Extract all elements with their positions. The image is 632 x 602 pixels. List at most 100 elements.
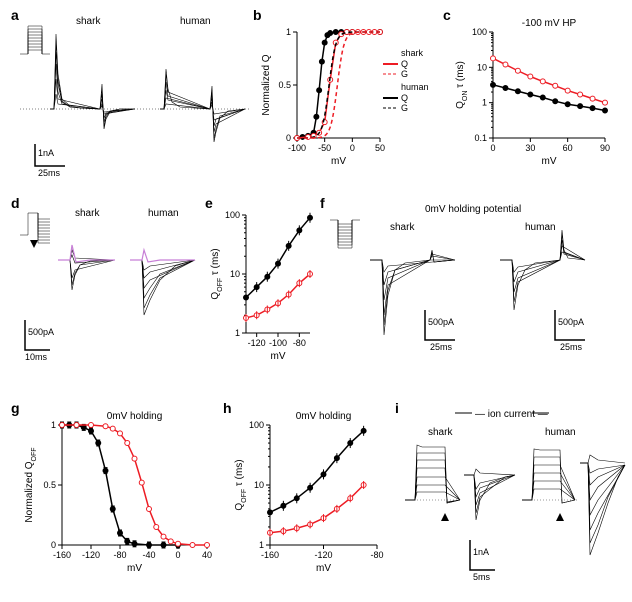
- svg-text:0: 0: [286, 133, 291, 143]
- svg-text:25ms: 25ms: [38, 168, 61, 178]
- panel-d: shark human 500pA 10ms: [20, 200, 205, 375]
- svg-text:10: 10: [477, 62, 487, 72]
- svg-text:1: 1: [51, 420, 56, 430]
- svg-text:0: 0: [175, 550, 180, 560]
- scalebar-d: 500pA 10ms: [25, 320, 54, 362]
- scalebar-a: 1nA 25ms: [35, 144, 65, 178]
- svg-text:mV: mV: [331, 156, 346, 167]
- svg-text:human: human: [148, 208, 179, 219]
- svg-text:30: 30: [525, 143, 535, 153]
- scalebar-i: 1nA 5ms: [470, 540, 495, 582]
- human-pulse-trace: [130, 250, 195, 262]
- svg-text:Q: Q: [401, 59, 408, 69]
- svg-text:-120: -120: [314, 550, 332, 560]
- svg-text:0mV holding: 0mV holding: [107, 411, 163, 422]
- svg-text:shark: shark: [401, 48, 424, 58]
- svg-text:10: 10: [230, 269, 240, 279]
- svg-text:1: 1: [482, 98, 487, 108]
- svg-text:human: human: [525, 222, 556, 233]
- panel-label-a: a: [11, 7, 19, 23]
- svg-text:25ms: 25ms: [430, 342, 453, 352]
- svg-text:-100: -100: [288, 143, 306, 153]
- panel-f: 0mV holding potential shark human 500pA …: [330, 200, 620, 375]
- svg-text:0: 0: [350, 143, 355, 153]
- svg-text:G: G: [401, 69, 408, 79]
- panel-b: -100-5005000.51mVNormalized QsharkQGhuma…: [265, 18, 435, 178]
- svg-text:1: 1: [235, 328, 240, 338]
- panel-label-g: g: [11, 400, 20, 416]
- svg-text:10: 10: [254, 480, 264, 490]
- svg-text:Normalized QOFF: Normalized QOFF: [24, 447, 38, 522]
- svg-text:0.5: 0.5: [278, 80, 291, 90]
- svg-text:0.1: 0.1: [474, 133, 487, 143]
- panel-label-d: d: [11, 195, 20, 211]
- svg-text:500pA: 500pA: [28, 327, 54, 337]
- panel-i: — ion current — shark human: [400, 405, 625, 590]
- panel-label-c: c: [443, 7, 451, 23]
- svg-text:-120: -120: [248, 338, 266, 348]
- svg-text:-100: -100: [269, 338, 287, 348]
- panel-label-b: b: [253, 7, 262, 23]
- panel-label-f: f: [320, 195, 325, 211]
- svg-text:60: 60: [563, 143, 573, 153]
- shark-pulse-trace: [58, 245, 115, 262]
- svg-text:shark: shark: [390, 222, 415, 233]
- svg-text:1: 1: [286, 27, 291, 37]
- svg-text:100: 100: [472, 27, 487, 37]
- svg-text:500pA: 500pA: [558, 317, 584, 327]
- svg-text:25ms: 25ms: [560, 342, 583, 352]
- svg-text:-80: -80: [293, 338, 306, 348]
- panel-h: -160-120-80110100mV0mV holdingQOFF τ (ms…: [232, 405, 387, 590]
- svg-text:Normalized Q: Normalized Q: [261, 54, 272, 115]
- shark-traces: [50, 34, 135, 129]
- svg-text:40: 40: [202, 550, 212, 560]
- svg-text:human: human: [545, 427, 576, 438]
- protocol-icon-f: [330, 220, 360, 248]
- svg-text:0: 0: [490, 143, 495, 153]
- svg-text:-80: -80: [370, 550, 383, 560]
- svg-text:-160: -160: [261, 550, 279, 560]
- human-traces-d: [130, 260, 195, 315]
- svg-text:5ms: 5ms: [473, 572, 491, 582]
- svg-text:1nA: 1nA: [473, 547, 489, 557]
- scalebar-f-human: 500pA 25ms: [555, 310, 585, 352]
- svg-text:human: human: [401, 82, 429, 92]
- svg-text:Q: Q: [401, 93, 408, 103]
- human-traces-f: [500, 230, 585, 310]
- human-traces: [160, 69, 245, 142]
- svg-text:shark: shark: [75, 208, 100, 219]
- protocol-icon-d: [20, 213, 50, 243]
- svg-text:QOFF τ (ms): QOFF τ (ms): [210, 248, 224, 299]
- panel-g: -160-120-80-4004000.51mV0mV holdingNorma…: [22, 405, 217, 590]
- svg-text:— ion current —: — ion current —: [475, 409, 548, 420]
- svg-text:0mV holding potential: 0mV holding potential: [425, 204, 521, 215]
- scalebar-f-shark: 500pA 25ms: [425, 310, 455, 352]
- svg-text:50: 50: [375, 143, 385, 153]
- panel-e: -120-100-80110100mVQOFF τ (ms): [210, 205, 320, 380]
- svg-text:-50: -50: [318, 143, 331, 153]
- shark-label: shark: [76, 16, 101, 27]
- svg-text:QON τ (ms): QON τ (ms): [455, 61, 469, 109]
- svg-text:-80: -80: [113, 550, 126, 560]
- svg-text:100: 100: [225, 210, 240, 220]
- svg-text:G: G: [401, 103, 408, 113]
- human-i-on: [522, 449, 575, 503]
- svg-text:mV: mV: [316, 563, 331, 574]
- svg-text:0: 0: [51, 540, 56, 550]
- svg-text:500pA: 500pA: [428, 317, 454, 327]
- panel-a: shark human 1nA 25ms: [20, 14, 250, 174]
- protocol-icon: [20, 26, 50, 54]
- shark-i-off: [464, 469, 515, 520]
- human-label: human: [180, 16, 211, 27]
- svg-text:-160: -160: [53, 550, 71, 560]
- panel-label-h: h: [223, 400, 232, 416]
- svg-text:QOFF τ (ms): QOFF τ (ms): [234, 459, 248, 510]
- shark-i-on: [405, 445, 460, 503]
- svg-text:mV: mV: [127, 563, 142, 574]
- panel-label-i: i: [395, 400, 399, 416]
- svg-text:0.5: 0.5: [43, 480, 56, 490]
- panel-c: 03060900.1110100mV-100 mV HPQON τ (ms): [455, 18, 620, 178]
- svg-text:mV: mV: [542, 156, 557, 167]
- svg-text:0mV holding: 0mV holding: [296, 411, 352, 422]
- svg-text:100: 100: [249, 420, 264, 430]
